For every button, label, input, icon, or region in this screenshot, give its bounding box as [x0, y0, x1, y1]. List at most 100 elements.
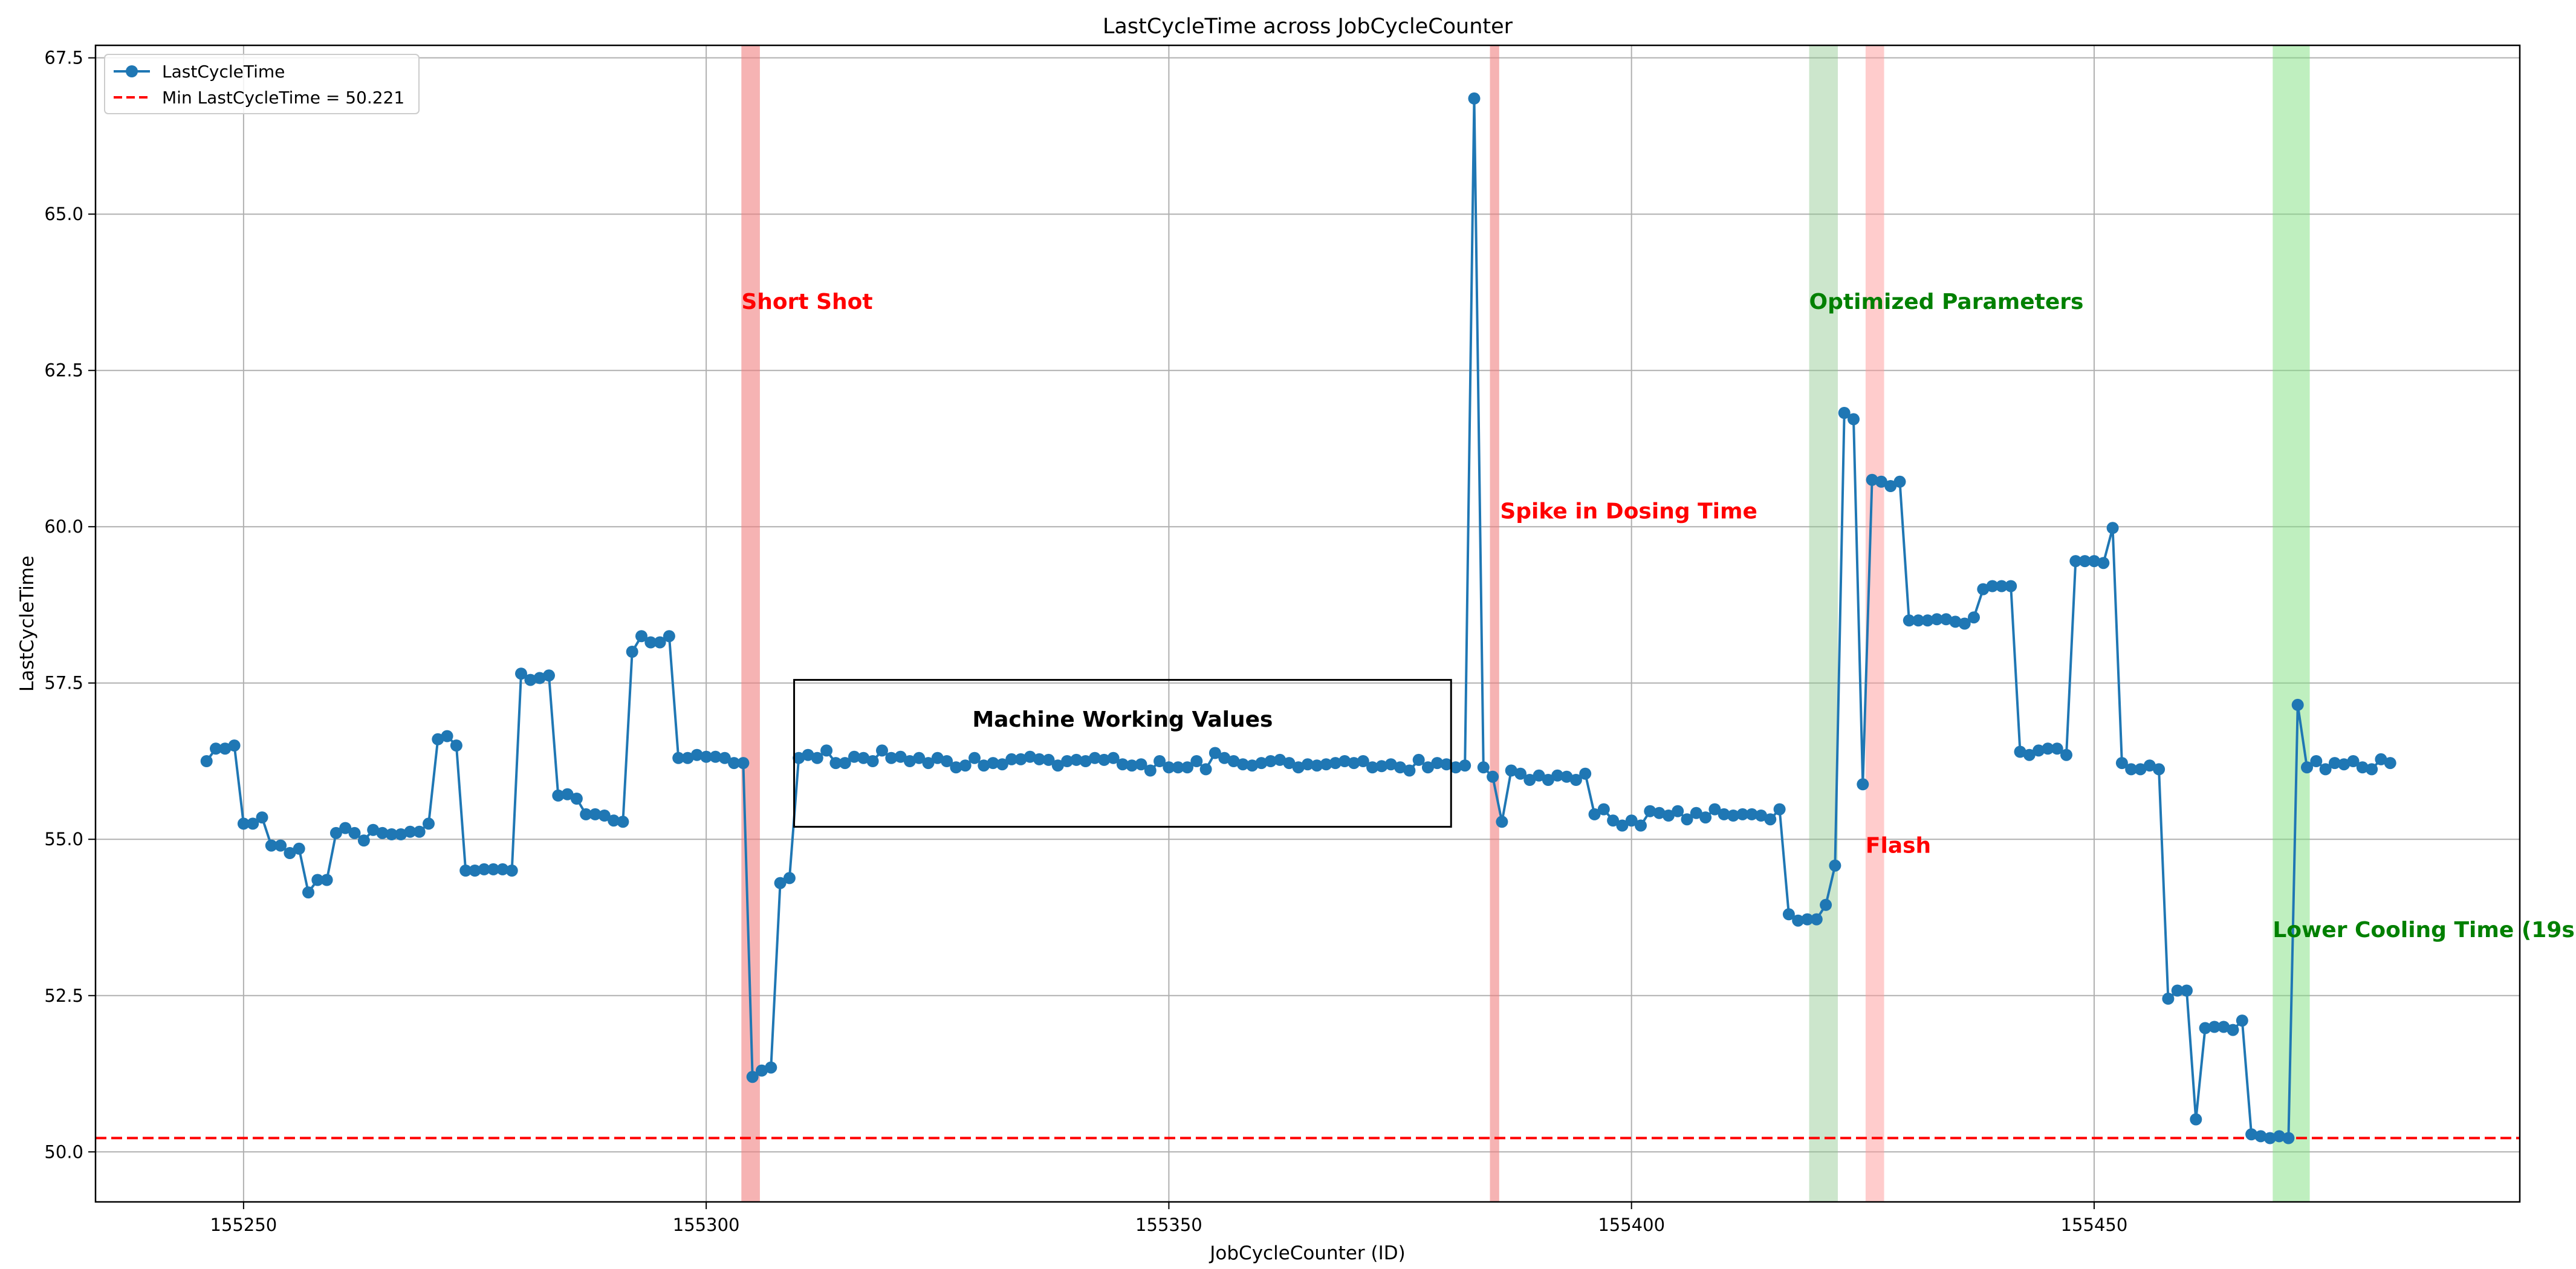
data-point [469, 865, 481, 877]
data-point [756, 1064, 768, 1077]
data-point [2338, 758, 2351, 771]
data-point [2319, 763, 2332, 776]
data-point [672, 751, 685, 764]
data-point [931, 751, 944, 764]
series-layer [200, 92, 2396, 1144]
y-tick-label: 65.0 [44, 204, 83, 224]
data-point [2199, 1022, 2211, 1034]
x-axis-label: JobCycleCounter (ID) [1209, 1242, 1405, 1264]
data-point [1773, 803, 1786, 816]
data-point [284, 847, 296, 859]
annotation-label: Flash [1866, 834, 1931, 858]
data-point [959, 759, 972, 772]
data-point [1126, 759, 1138, 772]
data-point [950, 761, 962, 774]
data-point [256, 811, 268, 824]
data-point [1227, 755, 1240, 767]
data-point [1514, 767, 1526, 780]
data-point [1218, 751, 1231, 764]
data-point [1468, 92, 1481, 105]
data-point [1662, 810, 1675, 822]
y-tick-label: 57.5 [44, 673, 83, 693]
data-point [2125, 763, 2138, 776]
x-tick-label: 155450 [2061, 1215, 2128, 1235]
data-point [1616, 819, 1629, 832]
data-point [885, 751, 898, 764]
data-point [1283, 757, 1296, 770]
data-point [1699, 811, 1712, 824]
data-point [1042, 753, 1055, 766]
data-point [1533, 769, 1545, 782]
data-point [1329, 757, 1342, 770]
data-point [1320, 758, 1332, 771]
data-point [1736, 808, 1749, 820]
data-point [598, 810, 611, 822]
data-point [913, 751, 926, 764]
data-point [1163, 761, 1175, 774]
data-point [829, 757, 842, 770]
data-point [774, 877, 787, 889]
data-point [339, 822, 352, 834]
data-point [2310, 755, 2323, 767]
data-point [1394, 761, 1407, 774]
data-point [1236, 758, 1249, 771]
data-point [423, 817, 435, 830]
data-point [1718, 808, 1730, 820]
data-point [1338, 755, 1351, 767]
data-point [635, 630, 647, 643]
data-point [404, 825, 417, 838]
data-point [2356, 761, 2369, 774]
data-point [2069, 555, 2082, 568]
data-point [2106, 522, 2119, 534]
box-annotation-label: Machine Working Values [972, 707, 1273, 732]
data-point [1940, 613, 1953, 626]
data-point [1672, 805, 1684, 817]
data-point [524, 673, 537, 686]
data-point [1024, 750, 1036, 763]
data-point [2291, 698, 2304, 711]
data-point [1820, 898, 1832, 911]
box-annotation-layer: Machine Working Values [793, 679, 1452, 828]
data-point [709, 750, 722, 763]
data-point [228, 739, 241, 752]
data-point [1708, 803, 1721, 816]
data-point [2208, 1021, 2221, 1033]
data-point [302, 886, 314, 899]
data-point [1653, 807, 1666, 819]
data-point [2347, 755, 2360, 767]
data-point [1440, 758, 1453, 771]
data-point [1412, 753, 1425, 766]
x-tick-label: 155400 [1598, 1215, 1665, 1235]
data-point [2033, 744, 2045, 757]
annotation-label: Optimized Parameters [1809, 290, 2084, 314]
data-point [2115, 757, 2128, 770]
data-point [2181, 984, 2193, 997]
data-point [617, 816, 629, 828]
data-point [589, 808, 602, 820]
chart-title: LastCycleTime across JobCycleCounter [1103, 15, 1513, 39]
data-point [1579, 767, 1592, 780]
data-point [1995, 580, 2008, 592]
data-point [1866, 473, 1878, 486]
plot-frame [94, 44, 2521, 1203]
data-point [866, 755, 879, 767]
data-point [1431, 757, 1444, 770]
y-axis-label: LastCycleTime [16, 556, 38, 692]
data-point [1829, 859, 1841, 872]
axis-ticks: 155250 155300 155350 155400 155450 50.0 52.5 55… [44, 48, 2127, 1235]
data-point [2328, 757, 2341, 770]
data-point [1986, 580, 1999, 592]
data-point [274, 839, 287, 852]
data-point [1098, 753, 1111, 766]
data-point [265, 839, 277, 852]
data-point [1542, 774, 1554, 786]
data-point [1153, 755, 1166, 767]
data-point [2384, 757, 2396, 770]
data-point [1958, 617, 1971, 630]
x-tick-label: 155350 [1135, 1215, 1202, 1235]
data-point [2088, 555, 2100, 568]
data-point [746, 1071, 759, 1083]
data-point [2227, 1024, 2239, 1036]
